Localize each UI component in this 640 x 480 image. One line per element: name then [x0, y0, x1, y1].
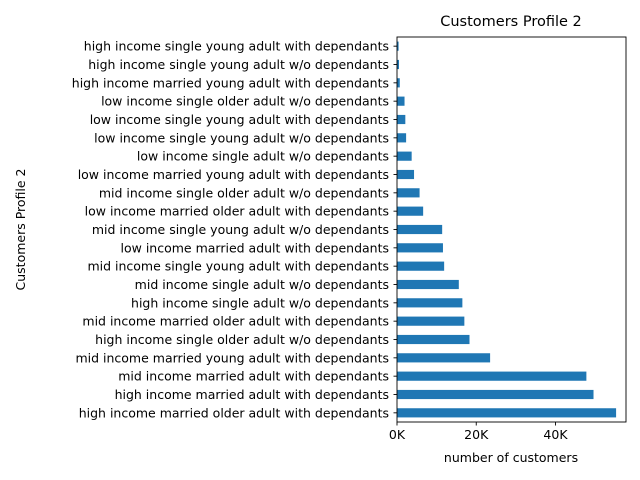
y-tick-label: mid income single young adult w/o depend… [92, 222, 389, 237]
y-tick-label: low income married adult with dependants [121, 240, 390, 255]
bars-group [397, 41, 617, 418]
bar [397, 243, 443, 253]
y-tick-label: mid income married adult with dependants [118, 369, 389, 384]
bar [397, 316, 465, 326]
y-tick-label: high income married adult with dependant… [115, 387, 389, 402]
bar [397, 298, 463, 308]
x-tick-label: 20K [464, 427, 489, 442]
y-tick-label: high income married young adult with dep… [72, 75, 389, 90]
y-tick-label: mid income married young adult with depe… [75, 350, 389, 365]
y-tick-label: low income married young adult with depe… [78, 167, 389, 182]
bar [397, 151, 412, 161]
bar [397, 78, 400, 88]
y-tick-label: high income single adult w/o dependants [131, 295, 389, 310]
x-tick-label: 0K [389, 427, 406, 442]
bar [397, 206, 424, 216]
y-tick-label: low income single young adult w/o depend… [94, 130, 389, 145]
chart-title: Customers Profile 2 [440, 14, 582, 30]
bar [397, 279, 459, 290]
y-tick-label: low income single older adult w/o depend… [101, 94, 389, 109]
bar [397, 334, 470, 345]
bar [397, 389, 594, 400]
y-axis-ticks: high income married older adult with dep… [72, 39, 397, 420]
bar [397, 408, 617, 418]
x-axis-label: number of customers [444, 450, 578, 465]
y-tick-label: low income single young adult with depen… [90, 112, 389, 127]
y-tick-label: mid income single young adult with depen… [87, 259, 389, 274]
y-axis-label: Customers Profile 2 [13, 169, 28, 291]
y-tick-label: high income single young adult with depe… [84, 39, 389, 54]
plot-frame [396, 36, 627, 423]
bar [397, 224, 443, 235]
y-tick-label: low income married older adult with depe… [85, 204, 389, 219]
bar [397, 169, 415, 180]
bar [397, 114, 406, 125]
bar [397, 41, 399, 51]
bar [397, 96, 405, 106]
bar [397, 261, 445, 271]
y-tick-label: low income single adult w/o dependants [137, 149, 389, 164]
bar [397, 353, 491, 363]
x-axis-ticks: 0K 20K 40K [389, 422, 568, 442]
y-tick-label: high income single older adult w/o depen… [95, 332, 389, 347]
y-tick-label: mid income single older adult w/o depend… [99, 185, 389, 200]
x-tick-label: 40K [543, 427, 568, 442]
y-tick-label: high income single young adult w/o depen… [88, 57, 389, 72]
y-tick-label: mid income married older adult with depe… [82, 314, 389, 329]
bar [397, 59, 399, 70]
bar [397, 188, 420, 198]
y-tick-label: high income married older adult with dep… [79, 405, 389, 420]
bar [397, 133, 407, 143]
y-tick-label: mid income single adult w/o dependants [135, 277, 389, 292]
bar [397, 371, 587, 381]
